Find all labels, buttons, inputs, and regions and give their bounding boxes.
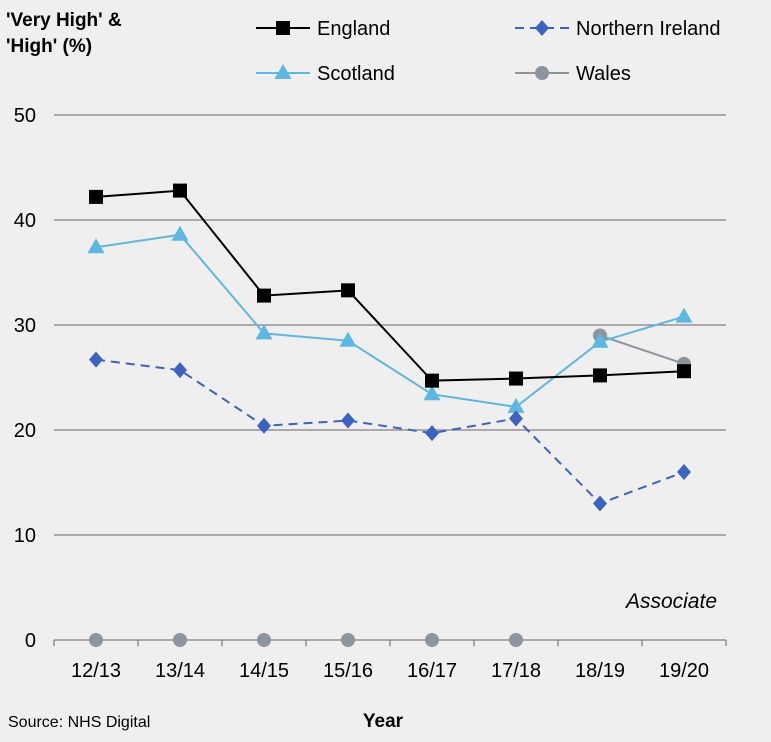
x-tick-label: 17/18 xyxy=(491,660,541,682)
legend-label: Scotland xyxy=(317,63,395,85)
legend: England Northern Ireland Scotland Wales xyxy=(256,18,721,85)
chart-annotation: Associate xyxy=(624,590,717,613)
x-axis-label: Year xyxy=(363,711,404,732)
legend-marker xyxy=(535,20,549,36)
data-point xyxy=(593,368,607,383)
y-axis-label-line-2: 'High' (%) xyxy=(6,36,92,57)
legend-label: England xyxy=(317,18,390,40)
y-axis-label-line-1: 'Very High' & xyxy=(6,10,122,31)
series-northern-ireland xyxy=(89,351,691,512)
legend-label: Northern Ireland xyxy=(576,18,721,40)
data-point xyxy=(257,633,271,647)
x-tick-label: 19/20 xyxy=(659,660,709,682)
data-point xyxy=(593,495,607,512)
legend-entry: Wales xyxy=(515,63,631,85)
data-point xyxy=(425,373,439,388)
chart-text: 'Very High' & 'High' (%) Year Source: NH… xyxy=(6,10,717,732)
source-note: Source: NHS Digital xyxy=(8,714,150,731)
data-point xyxy=(173,633,187,647)
x-tick-label: 18/19 xyxy=(575,660,625,682)
y-tick-label: 50 xyxy=(14,105,36,127)
data-point xyxy=(255,324,273,340)
data-point xyxy=(423,385,441,401)
series-england xyxy=(89,183,691,388)
x-tick-label: 13/14 xyxy=(155,660,205,682)
legend-label: Wales xyxy=(576,63,631,85)
x-tick-label: 14/15 xyxy=(239,660,289,682)
data-point xyxy=(509,633,523,647)
x-tick-label: 15/16 xyxy=(323,660,373,682)
data-point xyxy=(677,364,691,379)
legend-marker xyxy=(274,64,292,79)
data-point xyxy=(675,307,693,323)
legend-entry: Northern Ireland xyxy=(515,18,721,40)
y-tick-label: 20 xyxy=(14,420,36,442)
legend-entry: Scotland xyxy=(256,63,395,85)
data-point xyxy=(89,633,103,647)
legend-marker xyxy=(276,21,290,35)
y-tick-label: 10 xyxy=(14,525,36,547)
x-tick-label: 16/17 xyxy=(407,660,457,682)
data-point xyxy=(257,417,271,434)
data-point xyxy=(173,183,187,198)
data-point xyxy=(677,464,691,480)
x-tick-label: 12/13 xyxy=(71,660,121,682)
data-point xyxy=(425,633,439,647)
data-point xyxy=(171,225,189,241)
y-tick-label: 40 xyxy=(14,210,36,232)
axes: 0 10 20 30 40 50 12/13 13/14 14/15 15/16 16/17 17/1… xyxy=(14,105,727,682)
legend-marker xyxy=(535,66,549,80)
data-point xyxy=(87,238,105,254)
y-tick-label: 0 xyxy=(25,630,36,652)
data-point xyxy=(509,371,523,386)
data-point xyxy=(341,633,355,647)
data-point xyxy=(173,362,187,379)
data-point xyxy=(425,425,439,442)
series-line xyxy=(95,189,685,382)
series-scotland xyxy=(87,225,693,413)
data-point xyxy=(509,410,523,427)
data-point xyxy=(591,332,609,348)
data-point xyxy=(341,283,355,298)
series-line xyxy=(599,334,685,365)
series-lines xyxy=(87,183,693,647)
y-tick-label: 30 xyxy=(14,315,36,337)
data-point xyxy=(507,397,525,413)
data-point xyxy=(257,288,271,303)
data-point xyxy=(89,189,103,204)
data-point xyxy=(339,331,357,347)
data-point xyxy=(89,351,103,368)
grid-lines xyxy=(54,114,726,536)
data-point xyxy=(341,412,355,429)
series-line xyxy=(95,233,685,408)
legend-entry: England xyxy=(256,18,390,40)
